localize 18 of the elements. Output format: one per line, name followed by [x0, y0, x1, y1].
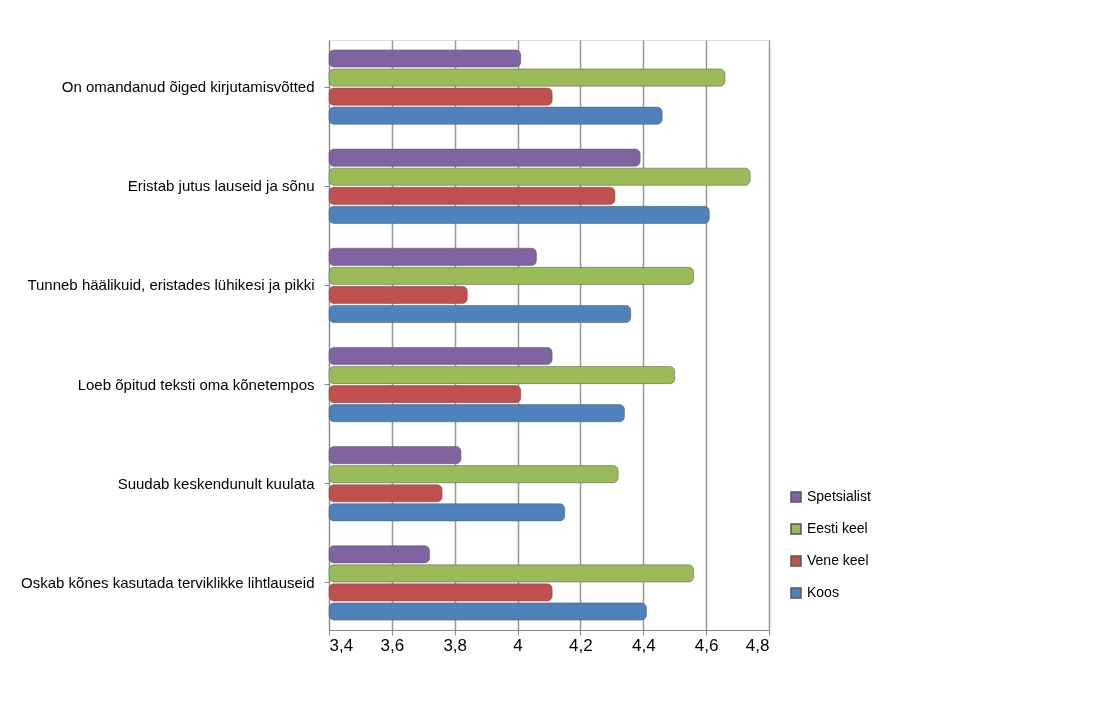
- y-tick-label: Suudab keskendunult kuulata: [117, 474, 316, 492]
- x-tick-label: 4,8: [745, 635, 770, 655]
- x-tick-label: 4,6: [694, 635, 719, 655]
- y-tick-label: Eristab jutus lauseid ja sõnu: [127, 177, 315, 195]
- x-tick-label: 4,2: [569, 635, 593, 655]
- legend-label: Koos: [807, 584, 839, 600]
- x-tick-label: 3,4: [329, 635, 354, 655]
- y-tick-label: On omandanud õiged kirjutamisvõtted: [61, 78, 315, 96]
- y-tick-label: Loeb õpitud teksti oma kõnetempos: [77, 375, 315, 393]
- legend-label: Vene keel: [807, 552, 869, 568]
- y-tick-label: Oskab kõnes kasutada terviklikke lihtlauseid: [21, 573, 315, 591]
- legend-label: Eesti keel: [807, 520, 868, 536]
- x-tick-label: 3,6: [380, 635, 405, 655]
- legend-label: Spetsialist: [807, 488, 871, 504]
- x-tick-label: 4,4: [631, 635, 656, 655]
- y-tick-label: Tunneb häälikuid, eristades lühikesi ja pikki: [27, 276, 315, 294]
- x-tick-label: 3,8: [443, 635, 468, 655]
- x-tick-label: 4: [513, 635, 523, 655]
